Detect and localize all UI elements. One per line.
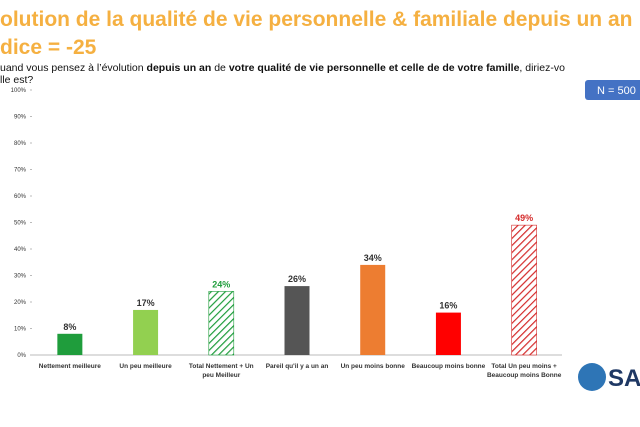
y-tick-label: 20%	[14, 300, 27, 306]
bar	[284, 286, 310, 355]
x-tick-label: Total Un peu moins + Beaucoup moins Bonne	[487, 363, 562, 379]
subtitle-part: de	[211, 62, 229, 74]
y-tick-label: 80%	[14, 141, 27, 147]
y-tick-label: 50%	[14, 221, 27, 227]
y-tick-label: 90%	[14, 115, 27, 121]
bar	[57, 333, 83, 355]
x-tick-label: Beaucoup moins bonne	[412, 363, 486, 370]
y-tick-label: 40%	[14, 247, 27, 253]
y-tick-label: 70%	[14, 168, 27, 174]
value-label: 26%	[288, 274, 306, 284]
bar	[133, 309, 159, 355]
logo-icon	[578, 363, 606, 391]
value-label: 17%	[137, 298, 155, 308]
badge: N = 500	[597, 85, 636, 97]
y-tick-label: 10%	[14, 327, 27, 333]
badge-box	[585, 80, 640, 100]
subtitle-part: uand vous pensez à l’évolution	[0, 62, 147, 74]
x-tick-label: Un peu moins bonne	[341, 363, 406, 370]
subtitle: lle est?	[0, 74, 33, 86]
bar	[208, 291, 235, 356]
x-tick-label: Pareil qu'il y a un an	[266, 363, 329, 370]
value-label: 34%	[364, 253, 382, 263]
subtitle-part: lle est?	[0, 74, 33, 86]
x-tick-label: Un peu meilleure	[119, 363, 172, 370]
subtitle: uand vous pensez à l’évolution depuis un…	[0, 62, 565, 74]
y-tick-label: 100%	[11, 88, 27, 94]
value-label: 24%	[212, 279, 230, 289]
subtitle-part: votre qualité de vie personnelle et cell…	[229, 62, 520, 74]
value-label: 49%	[515, 213, 533, 223]
y-tick-label: 60%	[14, 194, 27, 200]
bar	[360, 264, 386, 355]
x-tick-label: Total Nettement + Un peu Meilleur	[189, 363, 254, 379]
y-tick-label: 0%	[17, 353, 26, 359]
bar	[511, 224, 537, 356]
chart-title: dice = -25	[0, 36, 97, 59]
logo: SAG	[608, 365, 640, 392]
subtitle-part: depuis un an	[147, 62, 212, 74]
bar	[435, 312, 461, 355]
x-tick-label: Nettement meilleure	[39, 363, 102, 370]
chart-title: olution de la qualité de vie personnelle…	[0, 8, 640, 31]
value-label: 16%	[439, 301, 457, 311]
subtitle-part: , diriez-vo	[519, 62, 565, 74]
y-tick-label: 30%	[14, 274, 27, 280]
value-label: 8%	[63, 322, 76, 332]
